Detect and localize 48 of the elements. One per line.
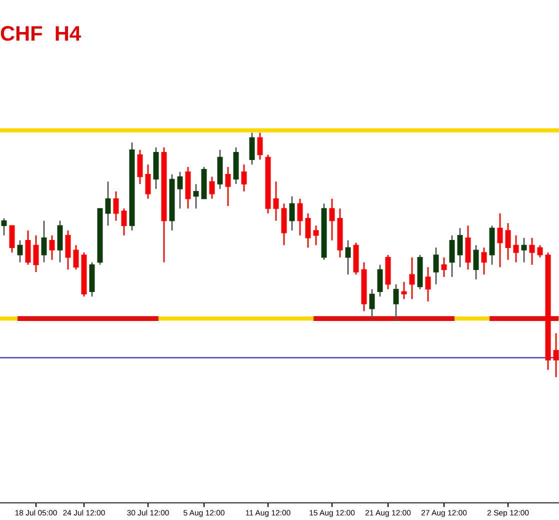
candlestick [369,288,375,320]
candlestick [441,256,447,278]
candlestick [425,266,431,302]
candlestick [537,244,543,258]
candlestick [33,234,39,273]
candlestick [553,332,559,378]
candlestick [105,180,111,226]
candlestick [145,164,151,200]
candlestick [481,246,487,276]
candlestick [305,212,311,248]
candlestick [121,208,127,236]
candlestick [177,171,183,210]
candlestick [313,224,319,246]
candlestick [73,244,79,270]
candlestick [1,218,7,236]
candlestick [209,176,215,200]
candlestick [297,198,303,236]
candlestick [377,264,383,298]
candlestick [137,149,143,185]
candlestick [457,227,463,268]
candlestick [393,284,399,322]
chart-title: CHF H4 [0,26,81,41]
candlestick [409,256,415,300]
candlestick [241,164,247,192]
candlestick [113,190,119,222]
candlestick [529,237,535,266]
candlestick [9,224,15,254]
candlestick [513,234,519,263]
candlestick [257,132,263,160]
candlestick [329,198,335,241]
candlestick [521,237,527,263]
candlestick [505,222,511,261]
candlestick [25,230,31,266]
candlestick [497,212,503,268]
candlestick [273,180,279,222]
candlestick [473,244,479,280]
candlestick [401,281,407,300]
candlestick [249,132,255,166]
candlestick [49,234,55,261]
candlestick [289,196,295,232]
candlestick [41,220,47,263]
candlestick [193,183,199,210]
candlestick [449,234,455,278]
candlestick [17,240,23,263]
candlestick [433,246,439,285]
candlestick [225,166,231,207]
candlestick [65,230,71,270]
candlestick [345,240,351,276]
